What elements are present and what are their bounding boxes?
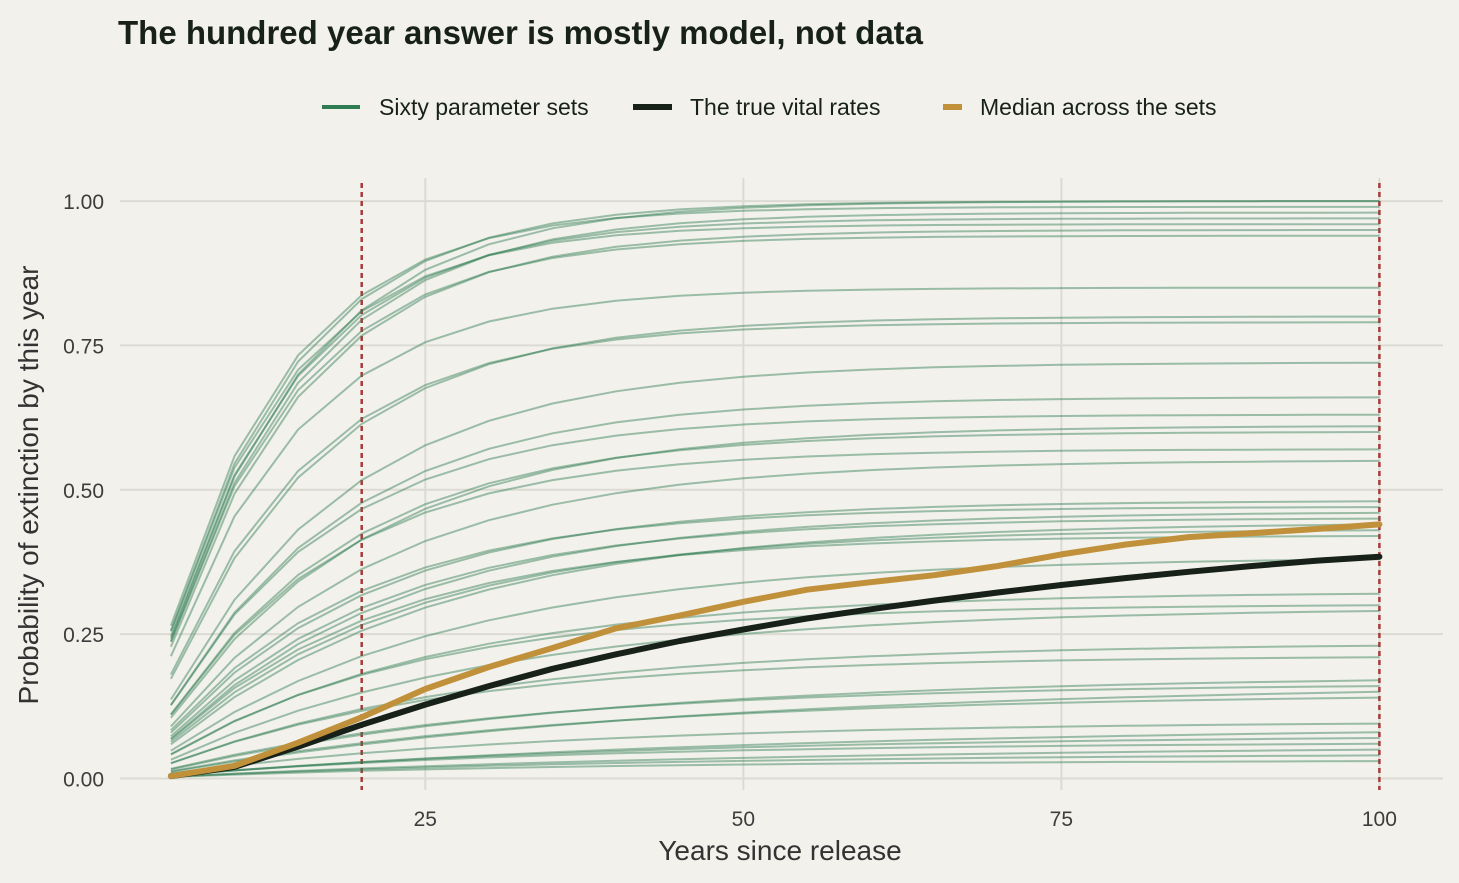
x-axis-label: Years since release (658, 835, 901, 866)
parameter-set-line (170, 558, 1380, 752)
y-tick-label: 0.75 (63, 335, 104, 358)
legend-label-sets: Sixty parameter sets (379, 94, 589, 120)
parameter-set-line (169, 234, 1380, 643)
parameter-set-line (170, 760, 1380, 778)
parameter-set-line (169, 205, 1380, 626)
parameter-set-line (169, 200, 1380, 639)
parameter-set-line (169, 217, 1380, 637)
parameter-set-line (169, 286, 1380, 657)
median-line (167, 521, 1383, 780)
x-tick-label: 50 (732, 808, 755, 831)
parameter-set-line (170, 361, 1380, 701)
x-tick-label: 100 (1362, 808, 1397, 831)
parameter-set-line (170, 431, 1380, 716)
parameter-set-line (170, 748, 1380, 778)
reference-lines (360, 183, 1381, 790)
parameter-set-line (170, 535, 1380, 741)
parameter-set-line (169, 211, 1380, 642)
y-axis-label: Probability of extinction by this year (13, 266, 44, 705)
grid (120, 178, 1443, 790)
parameter-set-line (170, 679, 1380, 771)
parameter-set-line (170, 690, 1380, 773)
parameter-set-line (170, 448, 1380, 716)
parameter-set-line (169, 200, 1380, 632)
parameter-set-line (170, 500, 1380, 734)
parameter-set-line (170, 696, 1380, 773)
parameter-set-line (170, 315, 1380, 680)
parameter-set-lines (169, 200, 1380, 778)
chart-title: The hundred year answer is mostly model,… (118, 14, 924, 51)
parameter-set-line (170, 754, 1380, 778)
parameter-set-line (170, 396, 1380, 706)
parameter-set-line (169, 223, 1380, 632)
parameter-set-line (170, 604, 1380, 755)
parameter-set-line (170, 737, 1380, 777)
legend-label-median: Median across the sets (980, 94, 1217, 120)
x-tick-label: 75 (1050, 808, 1073, 831)
parameter-set-line (170, 592, 1380, 756)
parameter-set-line (170, 413, 1380, 706)
parameter-set-line (170, 644, 1380, 765)
y-tick-label: 0.25 (63, 624, 104, 647)
parameter-set-line (170, 685, 1380, 770)
parameter-set-line (170, 511, 1380, 740)
parameter-set-line (170, 722, 1380, 775)
parameter-set-line (170, 742, 1380, 777)
parameter-set-line (170, 731, 1380, 777)
parameter-set-line (170, 517, 1380, 737)
parameter-set-line (170, 523, 1380, 746)
parameter-set-line (170, 321, 1380, 675)
legend: Sixty parameter sets The true vital rate… (322, 94, 1217, 120)
y-tick-label: 0.50 (63, 480, 104, 503)
parameter-set-line (170, 459, 1380, 728)
y-tick-label: 0.00 (63, 768, 104, 791)
parameter-set-line (170, 656, 1380, 765)
parameter-set-line (169, 229, 1380, 648)
parameter-set-line (170, 529, 1380, 743)
y-tick-label: 1.00 (63, 191, 104, 214)
parameter-set-line (170, 425, 1380, 719)
true-vital-rates-line (167, 553, 1383, 780)
parameter-set-line (170, 506, 1380, 731)
summary-lines (167, 521, 1383, 780)
x-axis-ticks: 25 50 75 100 (414, 808, 1397, 831)
parameter-set-line (170, 610, 1380, 761)
y-axis-ticks: 0.00 0.25 0.50 0.75 1.00 (63, 191, 104, 791)
x-tick-label: 25 (414, 808, 437, 831)
legend-label-truth: The true vital rates (690, 94, 880, 120)
